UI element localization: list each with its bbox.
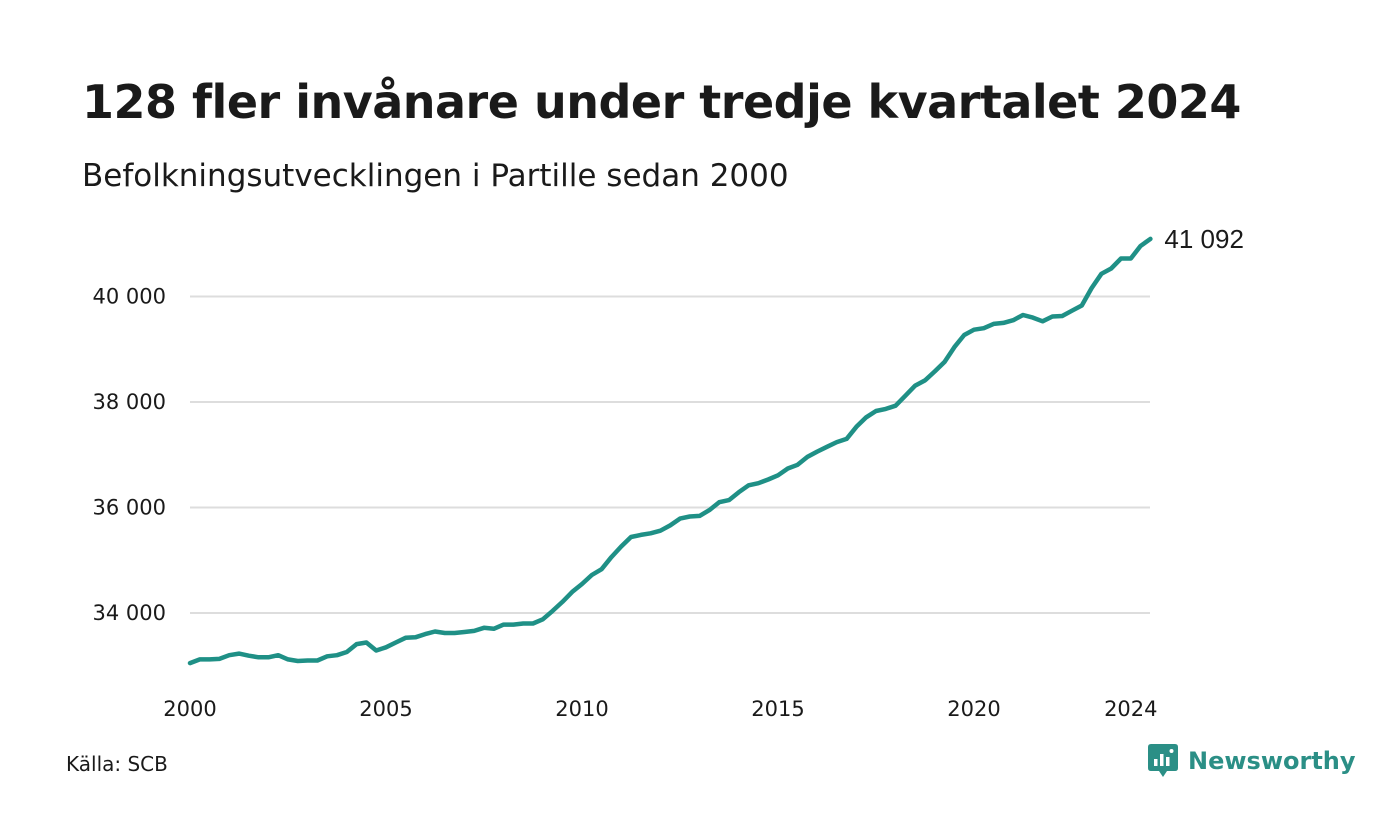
y-tick-label: 38 000 xyxy=(93,390,166,414)
source-note: Källa: SCB xyxy=(66,752,168,776)
x-tick-label: 2024 xyxy=(1104,697,1157,721)
newsworthy-logo-icon xyxy=(1148,744,1178,777)
x-tick-label: 2015 xyxy=(751,697,804,721)
y-tick-label: 36 000 xyxy=(93,496,166,520)
x-tick-label: 2000 xyxy=(163,697,216,721)
chart-title: 128 fler invånare under tredje kvartalet… xyxy=(82,75,1241,129)
y-tick-label: 34 000 xyxy=(93,601,166,625)
gridlines xyxy=(190,295,1150,614)
y-axis-ticks: 34 000 36 000 38 000 40 000 xyxy=(93,285,166,626)
end-value-label: 41 092 xyxy=(1164,224,1244,254)
end-label-layer: 41 092 xyxy=(1164,224,1244,254)
brand-logo[interactable]: Newsworthy xyxy=(1148,744,1356,778)
series-layer xyxy=(187,236,1153,666)
x-axis-ticks: 2000 2005 2010 2015 2020 2024 xyxy=(163,697,1157,721)
brand-name: Newsworthy xyxy=(1188,747,1356,775)
x-tick-label: 2005 xyxy=(359,697,412,721)
chart-subtitle: Befolkningsutvecklingen i Partille sedan… xyxy=(82,158,789,194)
x-tick-label: 2010 xyxy=(555,697,608,721)
x-tick-label: 2020 xyxy=(947,697,1000,721)
series-line xyxy=(187,236,1153,666)
y-tick-label: 40 000 xyxy=(93,285,166,309)
